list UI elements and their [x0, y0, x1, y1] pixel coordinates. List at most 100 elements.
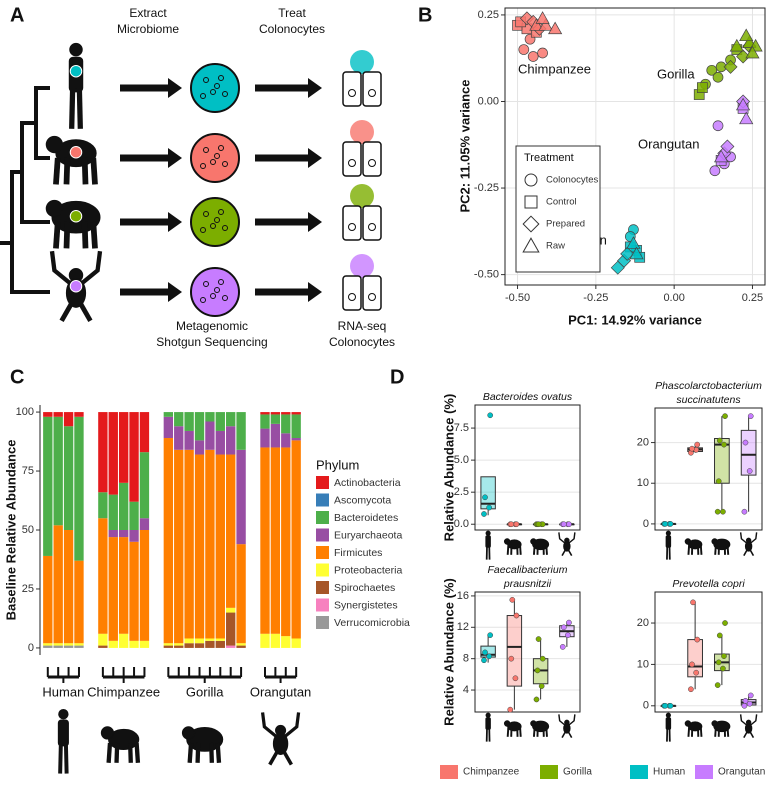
point: [535, 521, 542, 528]
primate-icon: [100, 726, 141, 763]
bar-segment: [139, 452, 150, 519]
point: [482, 649, 488, 656]
head: [181, 726, 196, 740]
bar-segment: [98, 492, 108, 519]
panel-letter: C: [10, 366, 24, 388]
primate-icon: [665, 530, 672, 560]
plot-frame: [654, 591, 763, 713]
y-tick-label: 0.00: [478, 95, 499, 107]
point: [559, 644, 566, 650]
plot-frame: [654, 407, 763, 531]
point: [694, 636, 701, 643]
output-label: Metagenomic: [176, 319, 248, 333]
y-tick-label: 4: [463, 684, 469, 696]
leg: [726, 545, 730, 555]
head: [58, 709, 69, 720]
body: [744, 541, 753, 552]
arrow-head: [308, 148, 322, 168]
plot-background: [475, 405, 580, 530]
subplot-title: Bacteroides ovatus: [483, 391, 573, 403]
x-tick-label: -0.25: [583, 292, 608, 304]
bar-segment: [63, 643, 74, 646]
arrow-head: [168, 212, 182, 232]
head: [45, 135, 64, 154]
panel-letter: A: [10, 4, 24, 26]
legend-label: Raw: [546, 241, 565, 252]
leg: [195, 742, 201, 763]
leg: [63, 157, 71, 185]
microbe: [214, 217, 220, 223]
bar-segment: [163, 645, 174, 648]
legend-swatch: [316, 476, 329, 489]
point: [565, 632, 571, 638]
legend-label: Euryarchaeota: [334, 529, 402, 541]
group-label: Human: [42, 684, 84, 699]
nucleus: [348, 293, 356, 301]
bar-segment: [43, 416, 53, 556]
y-tick-label: 5.0: [454, 454, 469, 466]
microbe: [203, 281, 209, 287]
point: [729, 38, 744, 52]
y-tick-label: 0: [28, 642, 34, 654]
legend-label: Firmicutes: [334, 547, 382, 559]
bar-segment: [53, 416, 63, 526]
point: [539, 655, 546, 662]
point: [566, 521, 572, 528]
body: [665, 535, 672, 548]
subplot-title: prausnitzii: [503, 578, 552, 590]
leg: [81, 157, 89, 185]
legend-label: Bacteroidetes: [334, 512, 398, 524]
microbe: [214, 287, 220, 293]
bar-segment: [63, 412, 74, 427]
bar-segment: [270, 412, 281, 415]
microbe: [210, 293, 216, 299]
head: [684, 538, 692, 545]
bar-segment: [205, 412, 215, 422]
microbe: [203, 77, 209, 83]
point: [529, 18, 544, 31]
point: [742, 439, 749, 446]
point: [486, 653, 493, 660]
head: [485, 712, 491, 718]
primate-icon: [665, 712, 672, 742]
point: [508, 655, 515, 662]
point: [538, 18, 553, 31]
group-label: Orangutan: [250, 684, 311, 699]
point: [689, 661, 695, 668]
bar-segment: [226, 607, 236, 613]
body: [485, 535, 491, 548]
box: [714, 438, 730, 484]
plot-frame: [474, 591, 581, 713]
bar-segment: [129, 640, 139, 648]
point: [535, 636, 542, 642]
legend-label: Gorilla: [563, 767, 592, 778]
bar-segment: [74, 645, 84, 648]
bar-segment: [63, 426, 74, 530]
point: [487, 412, 494, 419]
nucleus: [348, 89, 356, 97]
leg: [59, 302, 74, 322]
bar-segment: [270, 447, 281, 634]
point: [720, 508, 726, 515]
leg: [127, 742, 133, 763]
primate-icon: [68, 42, 84, 129]
bar-segment: [281, 412, 291, 415]
marker-dot: [69, 145, 83, 159]
legend-swatch: [630, 765, 648, 779]
y-axis-label: Relative Abundance (%): [441, 578, 456, 726]
legend-label: Human: [653, 767, 685, 778]
point: [512, 675, 519, 682]
legend-title: Phylum: [316, 457, 359, 472]
bar-segment: [174, 449, 184, 644]
head: [665, 530, 671, 536]
point: [548, 21, 563, 35]
leg: [532, 727, 536, 737]
legend-label: Colonocytes: [546, 175, 599, 186]
head: [530, 720, 537, 727]
point: [712, 71, 724, 83]
bar-segment: [118, 633, 129, 648]
bar-segment: [139, 640, 150, 648]
bar-segment: [226, 454, 236, 608]
subplot-title: succinatutens: [676, 394, 741, 406]
point: [688, 686, 694, 693]
